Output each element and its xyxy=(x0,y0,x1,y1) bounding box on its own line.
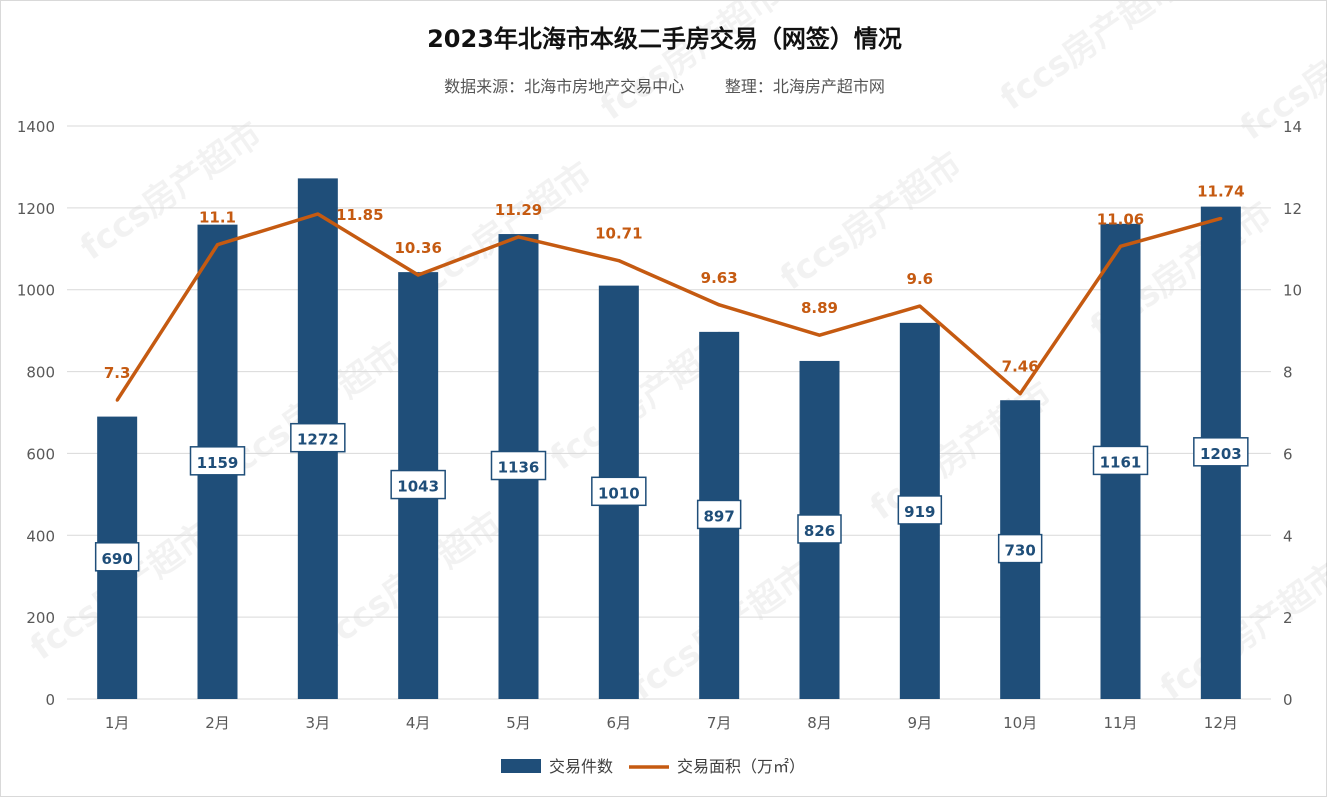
subtitle-source: 数据来源：北海市房地产交易中心 xyxy=(444,77,685,96)
subtitle-editor: 整理：北海房产超市网 xyxy=(724,77,885,96)
line-value-label: 11.29 xyxy=(495,201,542,219)
x-tick-label: 5月 xyxy=(506,714,531,732)
line-value-label: 7.46 xyxy=(1002,358,1039,376)
bar-value-label: 1043 xyxy=(397,478,439,496)
line-point xyxy=(818,333,821,337)
x-tick-label: 7月 xyxy=(707,714,732,732)
line-point xyxy=(416,273,420,277)
bar-value-label: 1159 xyxy=(197,454,239,472)
bar-label-box xyxy=(897,495,943,525)
y-left-tick-label: 0 xyxy=(45,691,55,709)
line-point xyxy=(216,243,219,247)
x-tick-label: 2月 xyxy=(205,714,230,732)
line-point xyxy=(316,212,320,216)
bar-label-box xyxy=(1092,445,1149,476)
bar-value-label: 1010 xyxy=(598,484,640,502)
bar-value-label: 1203 xyxy=(1200,445,1242,463)
y-right-tick-label: 10 xyxy=(1283,282,1302,300)
line-point xyxy=(1219,216,1223,220)
area-line xyxy=(115,212,1222,402)
line-point xyxy=(918,304,922,308)
chart-subtitle: 数据来源：北海市房地产交易中心 整理：北海房产超市网 xyxy=(1,73,1327,97)
line-value-label: 10.71 xyxy=(595,225,642,243)
line-value-label: 9.63 xyxy=(701,269,738,287)
bar-value-label: 1272 xyxy=(297,431,339,449)
bar-label-box xyxy=(290,422,346,453)
x-tick-label: 6月 xyxy=(607,714,632,732)
bar-label-box xyxy=(591,476,647,507)
line-point xyxy=(1018,392,1022,396)
x-tick-label: 8月 xyxy=(807,714,832,732)
line-point xyxy=(717,303,721,307)
x-tick-label: 9月 xyxy=(908,714,933,732)
line-point xyxy=(517,235,520,239)
y-right-tick-label: 12 xyxy=(1283,200,1302,218)
line-value-label: 10.36 xyxy=(394,239,441,257)
bar-value-label: 1136 xyxy=(498,459,540,477)
line-value-label: 11.74 xyxy=(1197,182,1244,200)
line-value-label: 11.06 xyxy=(1097,210,1144,228)
watermark-text: fccs房产超市 xyxy=(593,1,789,128)
bar-value-label: 1161 xyxy=(1100,453,1142,471)
watermark-text: fccs房产超市 xyxy=(773,144,969,298)
bar-value-label: 730 xyxy=(1005,542,1036,560)
y-right-tick-label: 4 xyxy=(1283,527,1293,545)
line-value-label: 8.89 xyxy=(801,299,838,317)
bar-label-box xyxy=(390,469,446,500)
bar-value-label: 826 xyxy=(804,522,835,540)
x-tick-label: 3月 xyxy=(306,714,331,732)
x-tick-label: 11月 xyxy=(1103,714,1137,732)
y-right-tick-label: 2 xyxy=(1283,609,1293,627)
line-point xyxy=(1119,244,1122,248)
y-right-tick-label: 14 xyxy=(1283,118,1302,136)
y-left-tick-label: 1200 xyxy=(17,200,55,218)
line-value-label: 11.1 xyxy=(199,209,236,227)
chart-title: 2023年北海市本级二手房交易（网签）情况 xyxy=(427,25,902,53)
y-left-tick-label: 200 xyxy=(26,609,55,627)
y-left-tick-label: 1400 xyxy=(17,118,55,136)
legend-label-line: 交易面积（万㎡） xyxy=(677,757,805,776)
x-tick-label: 10月 xyxy=(1003,714,1037,732)
bar-value-label: 919 xyxy=(904,503,935,521)
y-right-tick-label: 8 xyxy=(1283,364,1293,382)
line-point xyxy=(617,259,621,263)
y-left-tick-label: 800 xyxy=(26,364,55,382)
legend-swatch-bars xyxy=(501,759,541,773)
bar-label-box xyxy=(189,446,246,476)
line-value-label: 7.3 xyxy=(104,364,131,382)
bar-label-box xyxy=(997,533,1043,564)
bar-label-box xyxy=(1193,437,1249,467)
x-tick-label: 1月 xyxy=(105,714,130,732)
legend-label-bars: 交易件数 xyxy=(549,757,613,776)
bar-label-box xyxy=(696,499,742,530)
watermark-text: fccs房产超市 xyxy=(73,114,269,268)
y-right-tick-label: 0 xyxy=(1283,691,1293,709)
bar-label-box xyxy=(94,542,140,572)
line-value-label: 11.85 xyxy=(336,206,383,224)
y-left-tick-label: 600 xyxy=(26,445,55,463)
bar-value-label: 897 xyxy=(704,507,735,525)
line-value-label: 9.6 xyxy=(907,270,934,288)
line-point xyxy=(115,398,119,402)
y-right-tick-label: 6 xyxy=(1283,445,1293,463)
x-tick-label: 4月 xyxy=(406,714,431,732)
bar-label-box xyxy=(797,514,842,544)
bar-label-box xyxy=(490,450,547,481)
bar-value-label: 690 xyxy=(102,550,133,568)
watermark-text: fccs房产超市 xyxy=(993,1,1189,118)
y-left-tick-label: 400 xyxy=(26,527,55,545)
x-tick-label: 12月 xyxy=(1204,714,1238,732)
y-left-tick-label: 1000 xyxy=(17,282,55,300)
